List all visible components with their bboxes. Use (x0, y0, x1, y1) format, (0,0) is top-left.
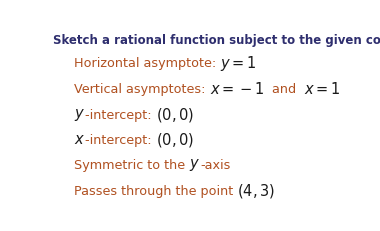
Text: $(0, 0)$: $(0, 0)$ (156, 106, 194, 124)
Text: Passes through the point: Passes through the point (74, 184, 237, 197)
Text: $x=1$: $x=1$ (304, 81, 341, 97)
Text: Horizontal asymptote:: Horizontal asymptote: (74, 57, 220, 70)
Text: -intercept:: -intercept: (85, 133, 156, 146)
Text: $y$: $y$ (74, 107, 85, 123)
Text: $y=1$: $y=1$ (220, 54, 257, 73)
Text: and: and (264, 83, 304, 96)
Text: $(0, 0)$: $(0, 0)$ (156, 131, 194, 149)
Text: Sketch a rational function subject to the given conditions.: Sketch a rational function subject to th… (53, 34, 380, 47)
Text: Vertical asymptotes:: Vertical asymptotes: (74, 83, 209, 96)
Text: $(4, 3)$: $(4, 3)$ (237, 182, 276, 199)
Text: $x$: $x$ (74, 133, 85, 147)
Text: -intercept:: -intercept: (85, 108, 156, 121)
Text: -axis: -axis (200, 158, 231, 171)
Text: $y$: $y$ (189, 157, 200, 173)
Text: $x=-1$: $x=-1$ (209, 81, 264, 97)
Text: Symmetric to the: Symmetric to the (74, 158, 189, 171)
